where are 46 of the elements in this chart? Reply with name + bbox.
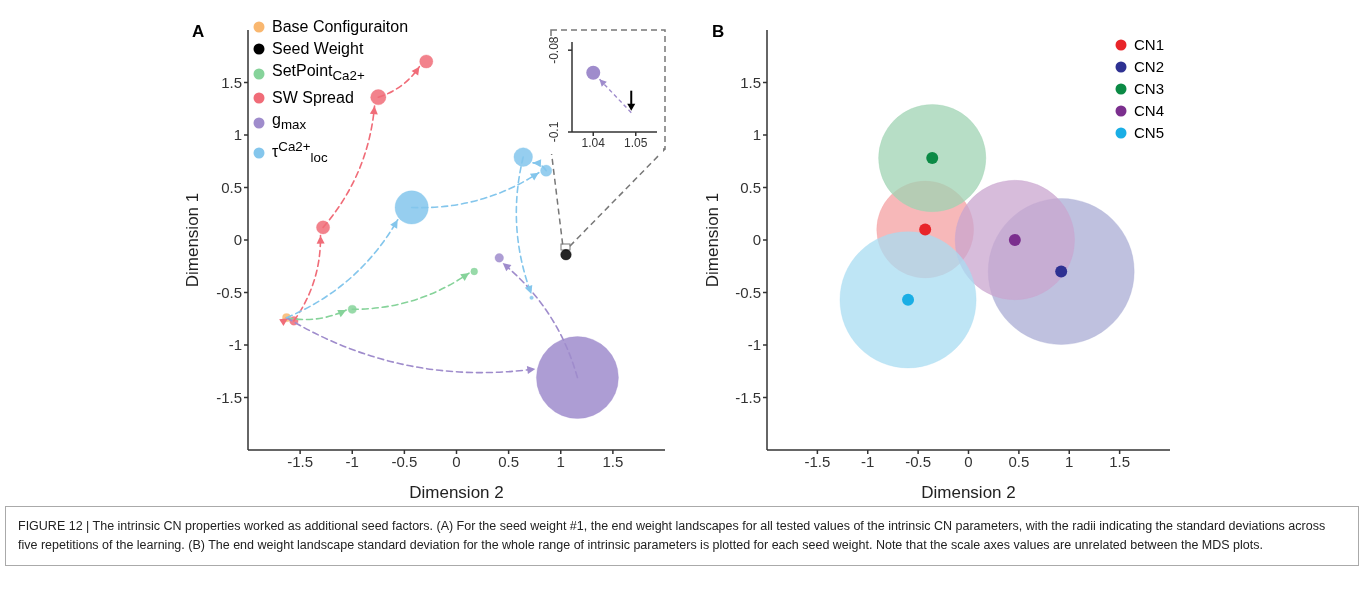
- x-tick-label: -1: [861, 452, 875, 470]
- y-tick-label: 0.5: [740, 178, 761, 196]
- legend-label: SetPoint$_{Ca2+}$: [272, 61, 365, 86]
- legend-label: CN2: [1133, 57, 1164, 77]
- y-tick-label: -0.5: [735, 283, 761, 301]
- y-tick-label: 0.5: [221, 178, 242, 196]
- y-tick-label: 1.5: [740, 73, 761, 91]
- x-axis-title: Dimension 2: [921, 483, 1016, 502]
- y-tick-label: -1: [747, 336, 761, 354]
- y-tick-label: -1: [228, 336, 242, 354]
- y-tick-label: -0.08: [547, 36, 561, 64]
- y-axis-title: Dimension 1: [703, 192, 723, 288]
- x-tick-label: 0.5: [498, 452, 520, 470]
- chart-title: A: [192, 22, 205, 42]
- x-tick-label: 0: [964, 452, 973, 470]
- y-axis-title: Dimension 1: [183, 192, 203, 288]
- legend-label: SW Spread: [272, 88, 354, 109]
- x-tick-label: 1.04: [581, 135, 606, 150]
- legend-label: g$_{max}$: [272, 110, 307, 135]
- x-tick-label: -0.5: [391, 452, 418, 470]
- y-tick-label: 0: [752, 231, 761, 249]
- y-tick-label: 1.5: [221, 73, 242, 91]
- x-tick-label: 1.5: [1109, 452, 1131, 470]
- y-tick-label: -0.1: [547, 121, 561, 143]
- legend-label: CN1: [1133, 35, 1164, 55]
- legend-label: CN4: [1133, 101, 1164, 121]
- chart-title: B: [712, 22, 725, 42]
- x-tick-label: 0: [452, 452, 461, 470]
- x-tick-label: 1.05: [624, 135, 648, 150]
- y-tick-label: -1.5: [735, 388, 761, 406]
- x-tick-label: -0.5: [905, 452, 932, 470]
- y-tick-label: 0: [233, 231, 242, 249]
- legend-label: CN5: [1133, 123, 1164, 143]
- legend-label: Seed Weight: [272, 39, 364, 59]
- legend-label: Base Configuraiton: [272, 17, 409, 37]
- caption: FIGURE 12 | The intrinsic CN properties worked as additional seed factors. (A) For the seed weight #1, the end weight landscapes for all tested values of the intrinsic CN parameters, with the radii indicating the standard deviations across five repetitions of the learning. (B) The end weight landscape standard deviation for the whole range of intrinsic parameters is plotted for each seed weight. Note that the scale axes values are unrelated between the MDS plots.: [18, 518, 1327, 554]
- x-tick-label: 0.5: [1008, 452, 1030, 470]
- x-tick-label: 1.5: [602, 452, 624, 470]
- x-tick-label: 1: [1065, 452, 1074, 470]
- x-tick-label: -1.5: [804, 452, 831, 470]
- x-tick-label: -1.5: [287, 452, 314, 470]
- legend-label: CN3: [1133, 79, 1164, 99]
- x-axis-title: Dimension 2: [409, 483, 504, 502]
- y-tick-label: -0.5: [216, 283, 242, 301]
- x-tick-label: -1: [345, 452, 359, 470]
- y-tick-label: -1.5: [216, 388, 242, 406]
